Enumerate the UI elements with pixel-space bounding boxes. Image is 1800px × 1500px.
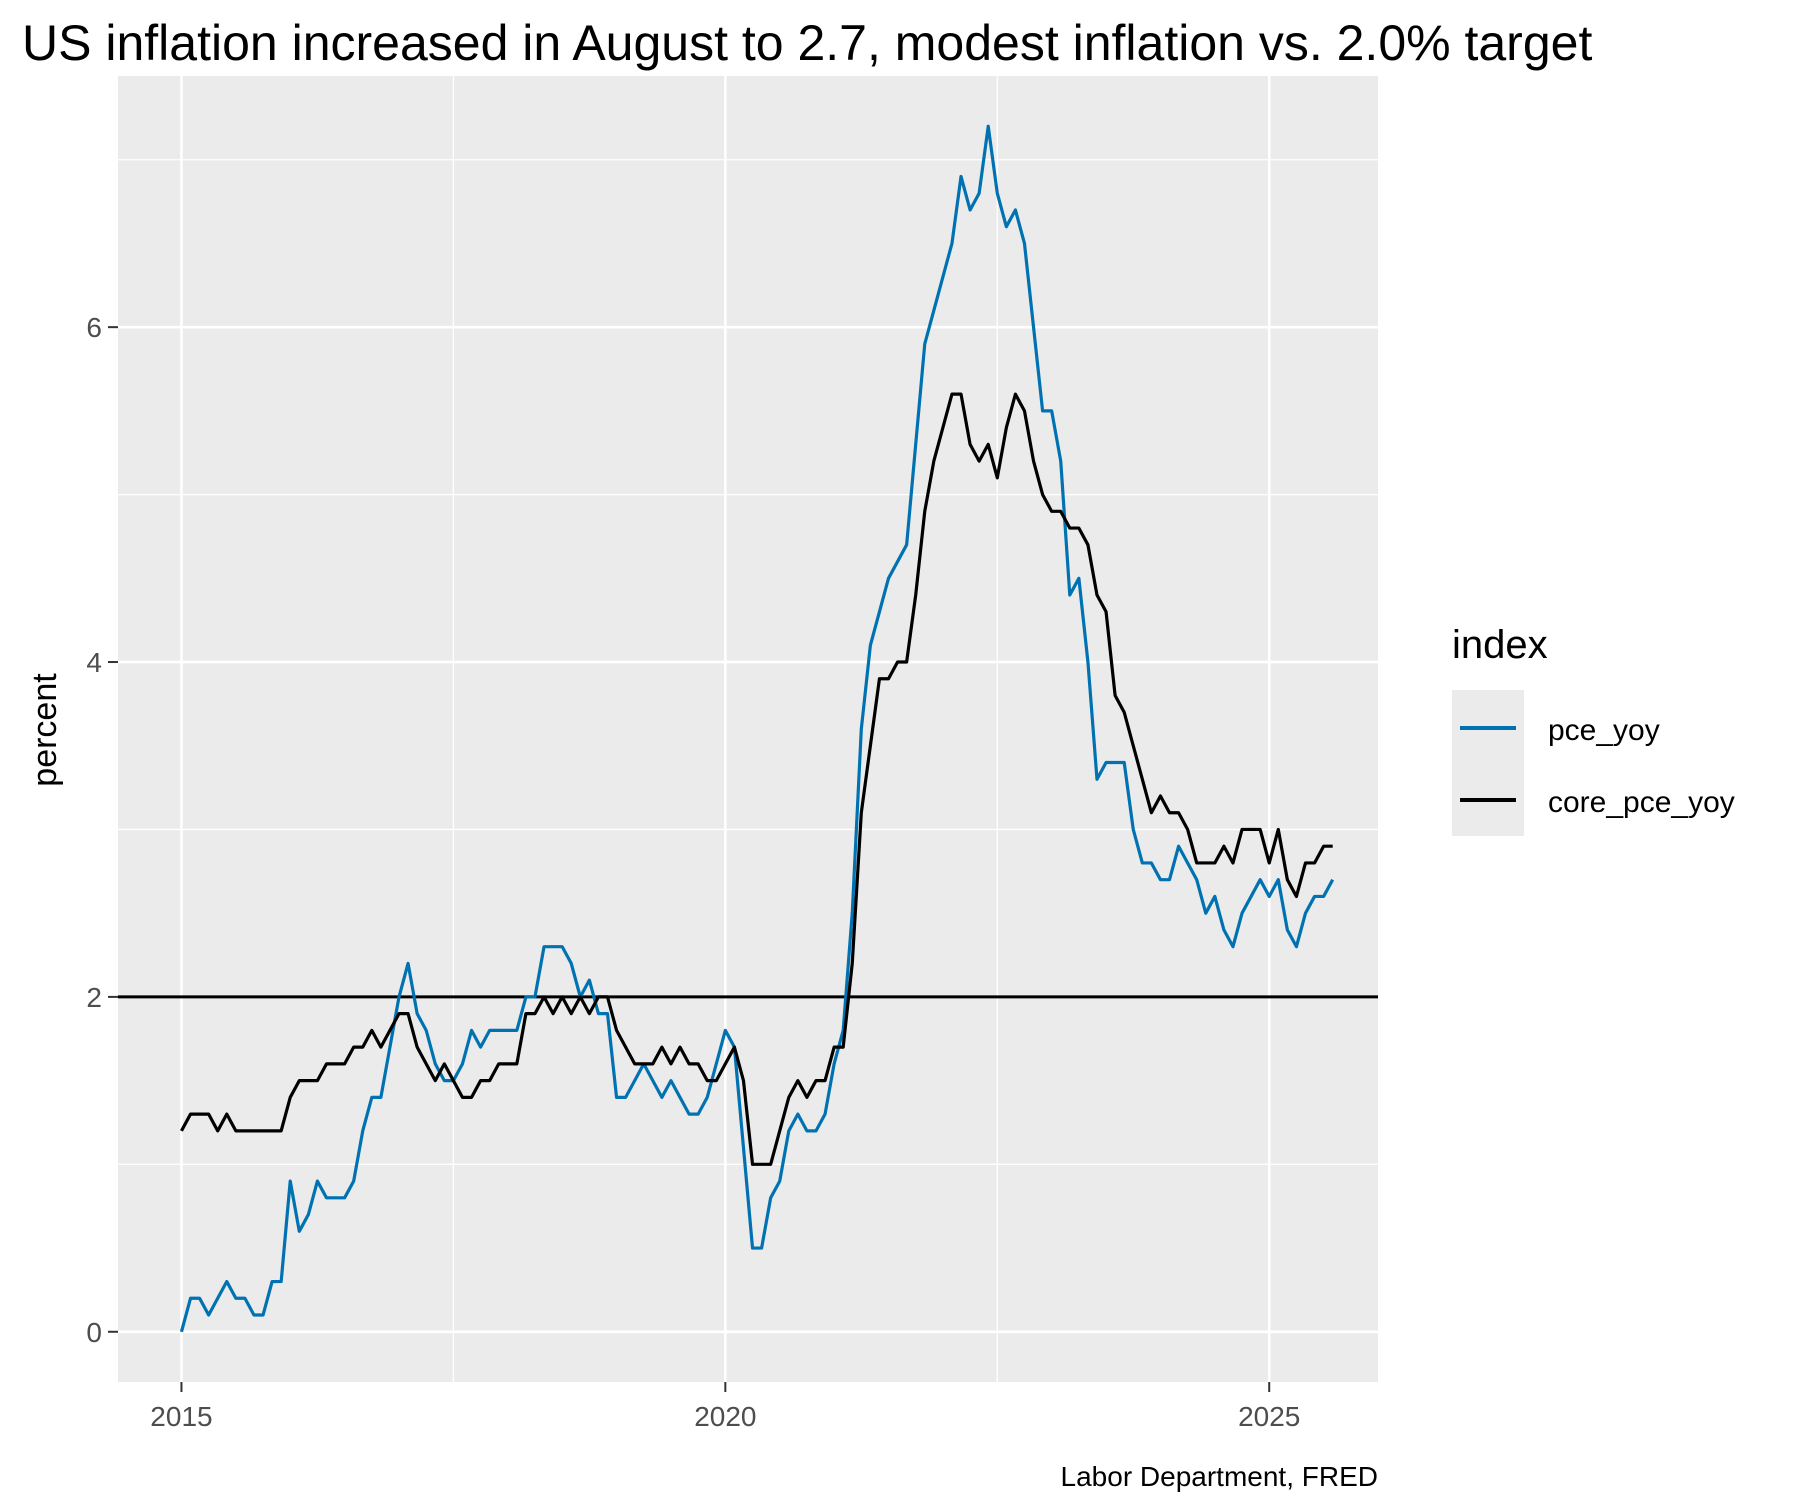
legend-label-pce-yoy: pce_yoy	[1548, 714, 1660, 747]
legend-label-core-pce-yoy: core_pce_yoy	[1548, 786, 1735, 819]
y-tick-label: 0	[86, 1317, 102, 1348]
y-axis-title: percent	[26, 673, 64, 787]
y-tick-label: 2	[86, 982, 102, 1013]
chart-title: US inflation increased in August to 2.7,…	[22, 15, 1593, 71]
series-line-core-pce-yoy	[180, 392, 1333, 1166]
y-tick-labels: 0 2 4 6	[86, 312, 102, 1348]
x-tick-label: 2015	[150, 1401, 212, 1432]
series-lines	[179, 124, 1335, 1333]
legend-key-background	[1452, 690, 1524, 836]
y-tick-label: 6	[86, 312, 102, 343]
x-tick-labels: 2015 2020 2025	[150, 1401, 1300, 1432]
chart-caption: Labor Department, FRED	[1061, 1461, 1378, 1492]
x-tick-label: 2020	[694, 1401, 756, 1432]
legend-title: index	[1452, 623, 1548, 667]
minor-gridlines	[118, 76, 1378, 1382]
x-tick-label: 2025	[1238, 1401, 1300, 1432]
series-line-pce-yoy	[179, 124, 1335, 1333]
legend: index pce_yoy core_pce_yoy	[1452, 623, 1735, 836]
axis-ticks	[108, 326, 1271, 1392]
y-tick-label: 4	[86, 647, 102, 678]
